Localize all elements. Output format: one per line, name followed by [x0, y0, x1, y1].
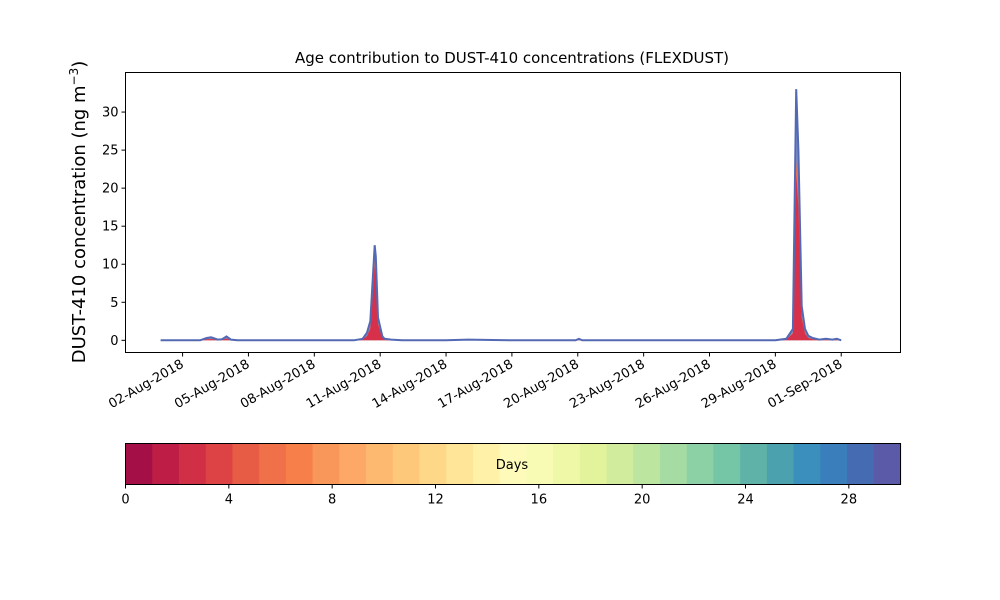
colorbar-cell [793, 443, 821, 485]
axes-frame [125, 72, 901, 353]
colorbar-cell [713, 443, 741, 485]
y-axis-label: DUST-410 concentration (ng m−3) [67, 61, 90, 364]
colorbar-cell [205, 443, 233, 485]
x-axis-ticks: 02-Aug-201805-Aug-201808-Aug-201811-Aug-… [106, 352, 845, 412]
colorbar-label: Days [496, 458, 529, 473]
series-area-total [160, 89, 842, 341]
colorbar-cell [873, 443, 902, 485]
colorbar-ticks: 0 4 8 12 16 20 24 28 [121, 484, 858, 508]
series-line-total [160, 89, 842, 342]
colorbar-cell [579, 443, 608, 485]
colorbar-cell [847, 443, 875, 485]
colorbar-cell [659, 443, 688, 485]
colorbar-cell [606, 443, 634, 485]
colorbar-cell [820, 443, 848, 485]
y-tick-label: 30 [102, 106, 119, 121]
y-tick-label: 0 [110, 334, 118, 349]
colorbar-tick-label: 28 [841, 493, 858, 508]
colorbar-cell [152, 443, 180, 485]
y-tick-label: 5 [110, 296, 118, 311]
colorbar-cell [366, 443, 394, 485]
colorbar-cell [553, 443, 581, 485]
colorbar-cell [766, 443, 795, 485]
series-area-mid-age [160, 158, 842, 341]
y-tick-label: 25 [102, 144, 119, 159]
colorbar-cell [419, 443, 447, 485]
colorbar-cell [686, 443, 715, 485]
colorbar: Days 0 4 8 12 16 20 24 28 [121, 443, 902, 508]
x-tick-label: 01-Sep-2018 [765, 357, 845, 412]
y-tick-label: 10 [102, 258, 119, 273]
colorbar-cell [232, 443, 260, 485]
chart-title: Age contribution to DUST-410 concentrati… [295, 49, 729, 67]
colorbar-cell [499, 443, 527, 485]
colorbar-cell [312, 443, 340, 485]
y-axis-ticks: 0 5 10 15 20 25 30 [102, 106, 126, 349]
colorbar-tick-label: 0 [121, 493, 129, 508]
colorbar-cell [472, 443, 501, 485]
colorbar-frame [125, 443, 901, 485]
colorbar-cell [446, 443, 474, 485]
series-area-young-age [160, 174, 842, 341]
colorbar-tick-label: 4 [225, 493, 233, 508]
series-layer [160, 89, 842, 342]
plot-area: 0 5 10 15 20 25 30 02-Aug-201805-Aug-201808-Au… [102, 72, 901, 412]
colorbar-cells [125, 443, 902, 485]
colorbar-cell [633, 443, 661, 485]
colorbar-tick-label: 20 [634, 493, 651, 508]
colorbar-cell [259, 443, 287, 485]
colorbar-cell [178, 443, 207, 485]
y-tick-label: 15 [102, 220, 119, 235]
colorbar-tick-label: 8 [328, 493, 336, 508]
colorbar-cell [285, 443, 314, 485]
colorbar-tick-label: 16 [531, 493, 548, 508]
colorbar-cell [125, 443, 153, 485]
colorbar-cell [392, 443, 421, 485]
colorbar-cell [339, 443, 367, 485]
colorbar-tick-label: 12 [427, 493, 444, 508]
y-tick-label: 20 [102, 182, 119, 197]
colorbar-cell [740, 443, 768, 485]
colorbar-cell [526, 443, 554, 485]
colorbar-tick-label: 24 [737, 493, 754, 508]
